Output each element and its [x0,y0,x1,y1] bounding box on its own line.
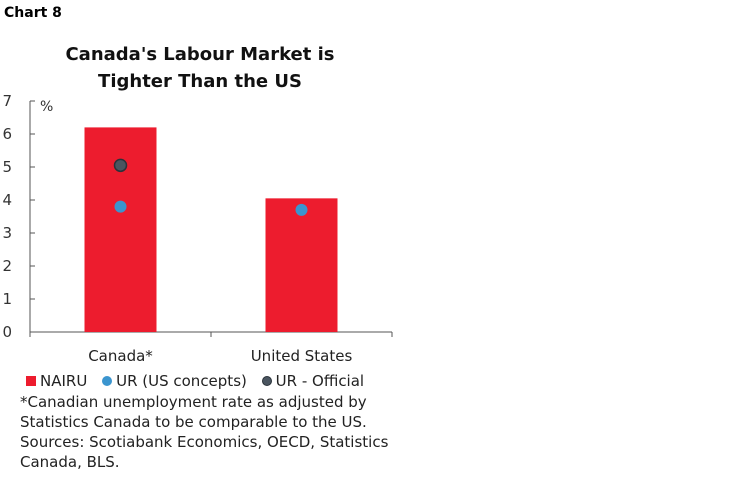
y-tick-label: 0 [2,323,12,341]
nairu-swatch [26,376,36,386]
x-tick-label: United States [251,347,353,365]
nairu-bar [265,198,338,332]
nairu-bar [84,127,157,333]
official-swatch [261,376,272,386]
y-axis-unit-label: % [40,99,53,115]
legend-item-official: UR - Official [261,372,365,390]
x-tick-label: Canada* [88,347,153,365]
us-concepts-swatch [102,376,113,386]
chart-title-line-2: Tighter Than the US [98,71,302,92]
legend-label-nairu: NAIRU [40,372,88,390]
ur-official-point [113,158,128,173]
legend-item-nairu: NAIRU [26,372,87,390]
footnote-line: Canada, BLS. [20,453,120,471]
legend: NAIRU UR (US concepts) UR - Official [26,372,374,390]
legend-item-us-concepts: UR (US concepts) [102,372,247,390]
y-tick-label: 1 [2,290,12,308]
y-tick-label: 3 [2,224,12,242]
footnote-line: *Canadian unemployment rate as adjusted … [20,393,367,411]
legend-label-us-concepts: UR (US concepts) [116,372,247,390]
footnote: *Canadian unemployment rate as adjusted … [20,392,420,472]
y-tick-label: 7 [2,92,12,110]
footnote-line: Sources: Scotiabank Economics, OECD, Sta… [20,433,389,451]
y-tick-label: 5 [2,158,12,176]
chart-title-line-1: Canada's Labour Market is [65,44,335,65]
footnote-line: Statistics Canada to be comparable to th… [20,413,367,431]
y-tick-label: 4 [2,191,12,209]
y-tick-label: 2 [2,257,12,275]
ur-us-concepts-point [295,203,308,216]
y-tick-label: 6 [2,125,12,143]
ur-us-concepts-point [114,200,127,213]
chart-label: Chart 8 [4,5,62,21]
legend-label-official: UR - Official [275,372,365,390]
